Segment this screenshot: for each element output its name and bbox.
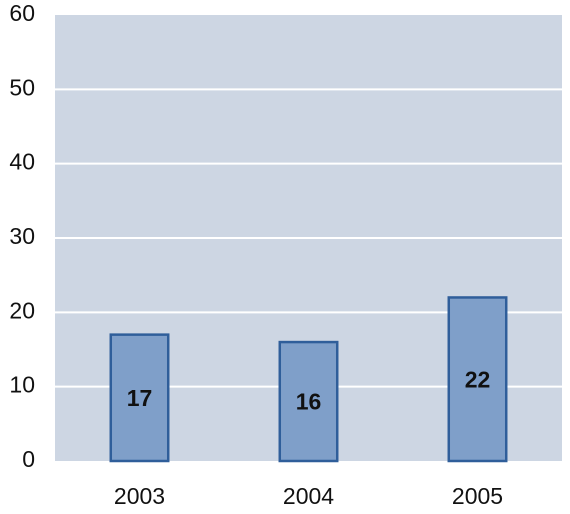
y-tick-label: 0 (22, 446, 35, 472)
bar (447, 296, 508, 463)
bar (109, 333, 170, 463)
y-tick-label: 10 (9, 372, 35, 398)
data-label: 17 (127, 385, 153, 411)
y-tick-label: 40 (9, 149, 35, 175)
y-tick-label: 60 (9, 0, 35, 26)
x-tick-label: 2005 (452, 483, 503, 509)
data-label: 22 (465, 366, 491, 392)
data-label: 16 (296, 389, 322, 415)
x-tick-label: 2003 (114, 483, 165, 509)
x-tick-label: 2004 (283, 483, 334, 509)
y-tick-label: 30 (9, 223, 35, 249)
bar (278, 340, 339, 463)
y-tick-label: 20 (9, 297, 35, 323)
y-tick-label: 50 (9, 74, 35, 100)
